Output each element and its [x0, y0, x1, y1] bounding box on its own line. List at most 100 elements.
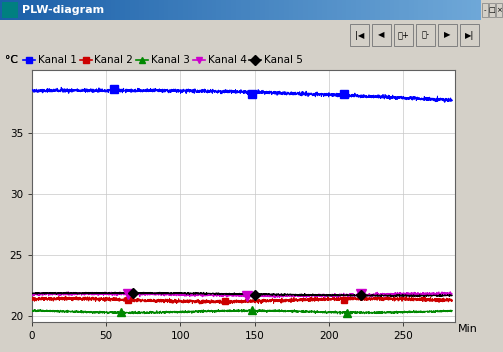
Bar [120, 0, 125, 20]
Bar [53, 0, 58, 20]
Bar [10, 0, 15, 20]
Bar [188, 0, 193, 20]
Text: PLW-diagram: PLW-diagram [22, 5, 104, 15]
Bar [337, 0, 342, 20]
Bar [5, 0, 10, 20]
Text: Kanal 1: Kanal 1 [38, 55, 77, 65]
Bar [416, 24, 435, 46]
Bar [265, 0, 270, 20]
Bar [375, 0, 380, 20]
Bar [394, 0, 399, 20]
Bar [135, 0, 139, 20]
Bar [347, 0, 351, 20]
Bar [380, 0, 385, 20]
Bar [125, 0, 130, 20]
Bar [270, 0, 274, 20]
Bar [212, 0, 216, 20]
Bar [101, 0, 106, 20]
Bar [342, 0, 347, 20]
Bar [216, 0, 221, 20]
Text: ◀: ◀ [378, 31, 385, 39]
Bar [24, 0, 29, 20]
Bar [327, 0, 332, 20]
Bar [67, 0, 72, 20]
Bar [34, 0, 39, 20]
Bar [2, 2, 18, 18]
Bar [154, 0, 159, 20]
Text: Min: Min [458, 324, 478, 334]
Bar [413, 0, 418, 20]
Bar [48, 0, 53, 20]
Bar [467, 0, 471, 20]
Bar [438, 24, 457, 46]
Bar [193, 0, 197, 20]
Bar [284, 0, 289, 20]
Bar [240, 0, 245, 20]
Bar [409, 0, 413, 20]
Bar [452, 0, 457, 20]
Bar [92, 0, 96, 20]
Bar [58, 0, 62, 20]
Bar [462, 0, 467, 20]
Bar [356, 0, 361, 20]
Bar [231, 0, 236, 20]
Text: °C: °C [5, 55, 18, 65]
Bar [0, 0, 5, 20]
Bar [476, 0, 481, 20]
Bar [159, 0, 163, 20]
Bar [106, 0, 111, 20]
Bar [250, 0, 255, 20]
Bar [350, 24, 369, 46]
Bar [149, 0, 154, 20]
Bar [443, 0, 447, 20]
Bar [317, 0, 322, 20]
Bar [111, 0, 116, 20]
Bar [322, 0, 327, 20]
Bar [303, 0, 308, 20]
Bar [39, 0, 43, 20]
Bar [399, 0, 404, 20]
Bar [260, 0, 265, 20]
Text: Kanal 3: Kanal 3 [151, 55, 190, 65]
Bar [72, 0, 77, 20]
Text: ▶|: ▶| [465, 31, 474, 39]
Text: 🔍-: 🔍- [422, 31, 430, 39]
Bar [424, 0, 428, 20]
Text: ▶: ▶ [444, 31, 451, 39]
Bar [130, 0, 135, 20]
Bar [139, 0, 144, 20]
Bar [173, 0, 178, 20]
Bar [43, 0, 48, 20]
Bar [87, 0, 92, 20]
Bar [183, 0, 188, 20]
Text: 🔍+: 🔍+ [397, 31, 409, 39]
Bar [404, 0, 409, 20]
Bar [289, 0, 293, 20]
Bar [496, 3, 502, 17]
Text: Kanal 2: Kanal 2 [95, 55, 133, 65]
Text: Kanal 5: Kanal 5 [264, 55, 303, 65]
Bar [447, 0, 452, 20]
Text: °C: °C [5, 55, 18, 65]
Bar [298, 0, 303, 20]
Bar [351, 0, 356, 20]
Bar [62, 0, 67, 20]
Bar [169, 0, 173, 20]
Bar [255, 0, 260, 20]
Bar [163, 0, 169, 20]
Bar [245, 0, 250, 20]
Bar [428, 0, 433, 20]
Bar [372, 24, 391, 46]
Bar [460, 24, 479, 46]
Bar [19, 0, 24, 20]
Text: □: □ [489, 7, 495, 13]
Bar [236, 0, 240, 20]
Bar [207, 0, 212, 20]
Text: |◀: |◀ [355, 31, 364, 39]
Bar [221, 0, 226, 20]
Bar [438, 0, 443, 20]
Bar [370, 0, 375, 20]
Bar [202, 0, 207, 20]
Bar [361, 0, 366, 20]
Bar [418, 0, 424, 20]
